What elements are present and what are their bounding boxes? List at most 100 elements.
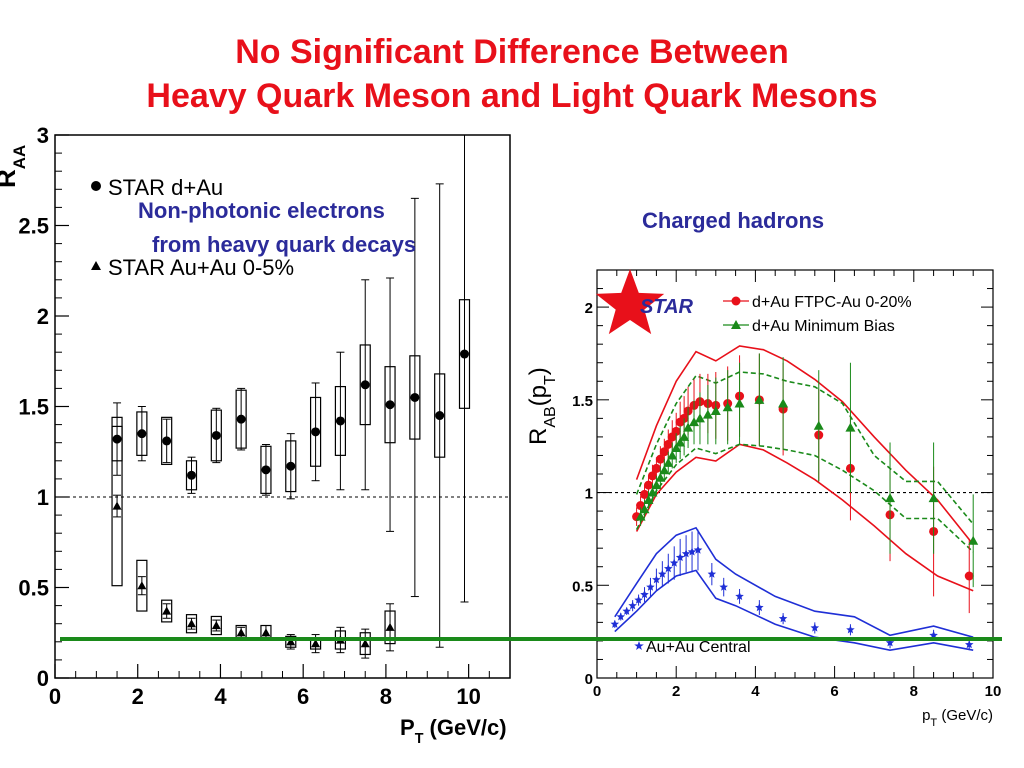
left-dau-point <box>311 427 321 437</box>
left-dau-point <box>162 436 172 446</box>
right-dau-minbias-point <box>694 413 705 423</box>
left-sys-error-box <box>185 614 198 634</box>
left-x-tick-label: 0 <box>49 684 61 709</box>
npe-label-line2: from heavy quark decays <box>152 232 417 257</box>
left-x-tick-label: 10 <box>456 684 480 709</box>
right-auau-central-point <box>707 569 717 578</box>
right-auau-central-point <box>687 547 697 556</box>
right-band-upper-line <box>635 371 974 525</box>
left-dau-point <box>360 380 370 390</box>
right-auau-central-point <box>735 591 744 600</box>
left-x-axis-label: PT (GeV/c) <box>400 715 507 747</box>
right-dau-minbias-point <box>663 457 674 467</box>
right-auau-central-point <box>693 545 703 554</box>
right-dau-ftpc-point <box>651 463 661 473</box>
right-legend-minbias-label: d+Au Minimum Bias <box>752 318 895 335</box>
left-dau-point <box>137 429 147 439</box>
left-auau-point <box>286 637 296 646</box>
slide-title-line1: No Significant Difference Between <box>235 33 789 71</box>
right-dau-minbias-point <box>778 398 789 408</box>
right-x-tick-label: 2 <box>672 683 680 700</box>
right-auau-central-point <box>634 595 643 604</box>
right-legend-ftpc-marker <box>731 296 741 306</box>
right-dau-minbias-point <box>679 431 690 441</box>
right-y-tick-label: 0.5 <box>572 578 593 595</box>
right-auau-central-point <box>640 590 649 599</box>
right-y-tick-label: 1.5 <box>572 393 593 410</box>
left-legend-auau-marker <box>91 261 101 270</box>
right-dau-minbias-point <box>667 450 678 460</box>
right-auau-central-point <box>681 549 691 558</box>
left-dau-point <box>435 411 445 421</box>
right-dau-ftpc-point <box>647 471 657 481</box>
left-auau-point <box>261 628 271 637</box>
star-logo-icon <box>595 269 665 335</box>
left-dau-point <box>460 349 469 359</box>
right-dau-ftpc-point <box>643 480 653 490</box>
left-dau-point <box>335 416 345 426</box>
charged-hadrons-label: Charged hadrons <box>642 208 825 233</box>
right-dau-minbias-point <box>702 409 713 419</box>
left-x-tick-label: 4 <box>214 684 227 709</box>
left-dau-point <box>211 430 221 440</box>
right-legend-ftpc-label: d+Au FTPC-Au 0-20% <box>752 294 912 311</box>
right-legend-auau-marker <box>634 641 644 650</box>
right-dau-minbias-point <box>639 504 650 514</box>
left-sys-error-box <box>210 615 222 636</box>
right-dau-minbias-point <box>968 535 979 545</box>
left-dau-point <box>112 434 122 444</box>
right-x-tick-label: 0 <box>593 683 601 700</box>
right-dau-minbias-point <box>689 417 700 427</box>
left-x-tick-label: 8 <box>380 684 392 709</box>
right-auau-central-point <box>628 601 637 610</box>
left-auau-point <box>211 621 221 630</box>
right-x-tick-label: 6 <box>830 683 838 700</box>
slide-title-line2: Heavy Quark Meson and Light Quark Mesons <box>146 77 878 115</box>
right-x-tick-label: 8 <box>910 683 918 700</box>
right-dau-minbias-point <box>885 493 896 503</box>
right-dau-minbias-point <box>647 487 658 497</box>
left-auau-point <box>360 639 370 648</box>
left-y-tick-label: 3 <box>37 123 49 148</box>
left-dau-point <box>187 470 196 480</box>
right-dau-minbias-point <box>643 494 654 504</box>
left-dau-point <box>286 461 296 471</box>
right-legend-auau-label: Au+Au Central <box>646 639 751 656</box>
right-x-tick-label: 4 <box>751 683 760 700</box>
left-dau-point <box>410 392 420 402</box>
right-dau-minbias-point <box>671 443 682 453</box>
right-dau-minbias-point <box>655 472 666 482</box>
right-auau-central-point <box>846 625 855 634</box>
left-y-tick-label: 0 <box>37 666 49 691</box>
right-auau-central-point <box>719 582 728 591</box>
left-legend-dau-label: STAR d+Au <box>108 175 223 200</box>
right-dau-minbias-point <box>651 480 662 490</box>
right-band-upper-line <box>635 345 974 545</box>
right-band-upper-line <box>614 526 974 638</box>
left-sys-error-box <box>136 559 148 612</box>
right-x-tick-label: 10 <box>985 683 1002 700</box>
right-dau-ftpc-point <box>663 439 673 449</box>
right-dau-ftpc-point <box>659 447 669 457</box>
left-auau-point <box>385 622 395 631</box>
right-y-tick-label: 0 <box>585 671 593 688</box>
left-legend-auau-label: STAR Au+Au 0-5% <box>108 255 294 280</box>
left-auau-point <box>187 619 196 628</box>
right-band-lower-line <box>635 443 974 553</box>
right-dau-ftpc-point <box>655 454 665 464</box>
right-auau-central-point <box>616 612 625 621</box>
left-auau-point <box>162 606 172 615</box>
right-auau-central-point <box>658 569 667 578</box>
right-auau-central-point <box>929 630 938 639</box>
right-auau-central-point <box>810 623 820 632</box>
left-auau-point <box>236 628 246 637</box>
right-dau-minbias-point <box>845 422 856 432</box>
left-y-tick-label: 1.5 <box>18 395 49 420</box>
right-auau-central-point <box>669 558 679 567</box>
right-dau-minbias-point <box>722 402 733 412</box>
left-sys-error-box <box>111 425 123 587</box>
npe-label-line1: Non-photonic electrons <box>138 198 385 223</box>
right-dau-minbias-point <box>813 420 824 430</box>
